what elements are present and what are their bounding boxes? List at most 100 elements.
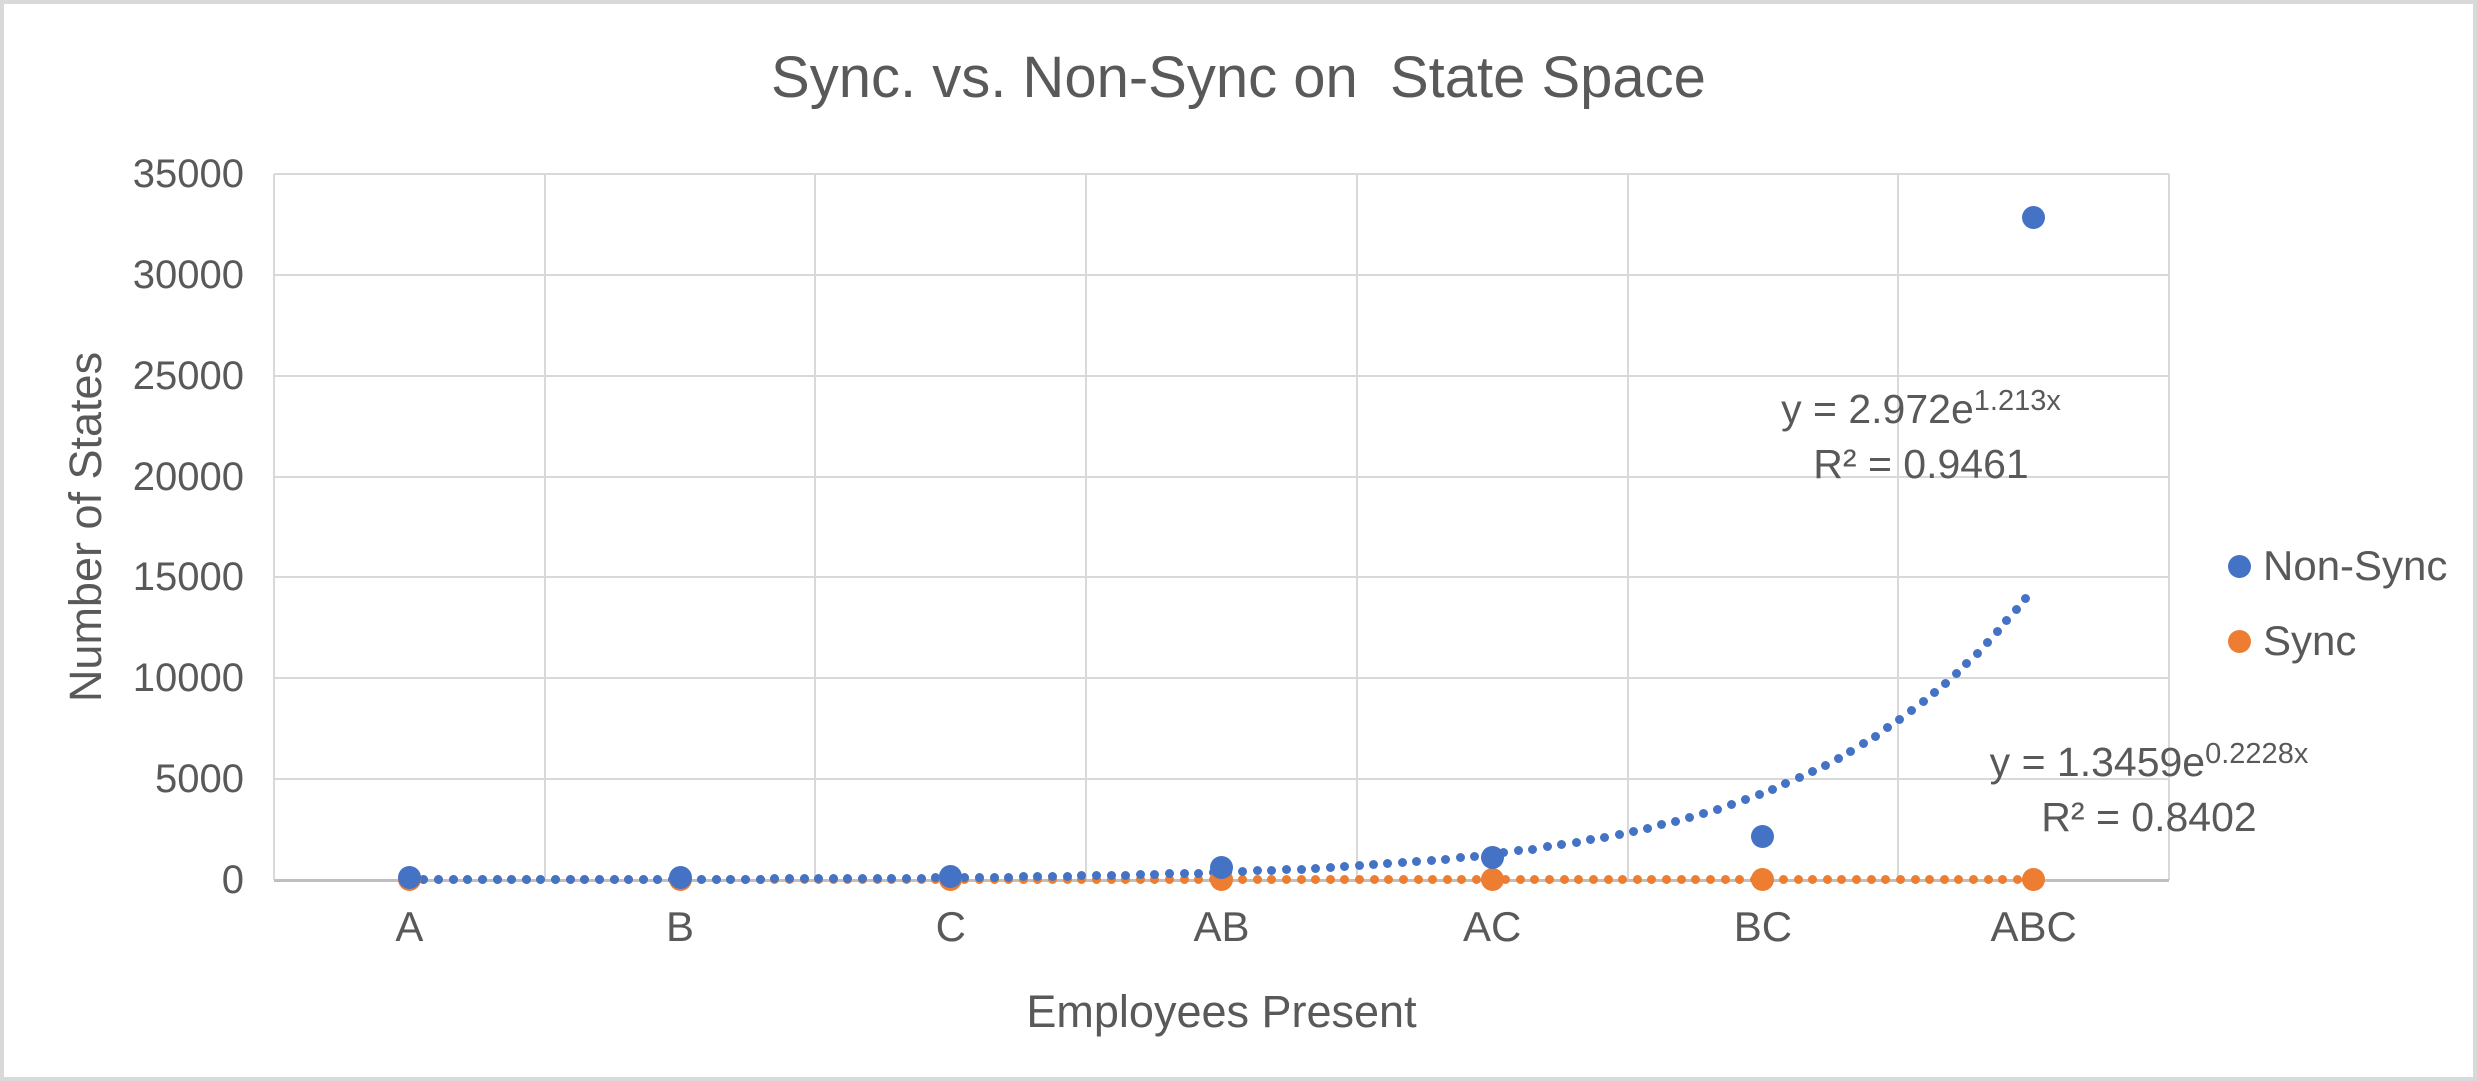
sync-trendline-dot <box>1501 875 1511 885</box>
legend: Non-Sync Sync <box>2228 538 2447 688</box>
gridline-horizontal <box>274 374 2169 377</box>
non-sync-trendline-dot <box>653 874 663 884</box>
non-sync-trendline-dot <box>1982 638 1992 648</box>
sync-trendline-dot <box>1618 875 1628 885</box>
non-sync-trendline-dot <box>419 875 429 885</box>
non-sync-data-point <box>939 865 963 889</box>
non-sync-trendline-dot <box>828 874 838 884</box>
gridline-vertical <box>273 174 275 880</box>
non-sync-trendline-dot <box>551 875 561 885</box>
non-sync-trendline-dot <box>1121 870 1131 880</box>
sync-trendline-dot <box>1121 875 1131 885</box>
non-sync-data-point <box>1480 845 1504 869</box>
y-axis-tick-label: 35000 <box>132 152 244 196</box>
non-sync-trendline-dot <box>989 872 999 882</box>
non-sync-trendline-dot <box>1455 853 1465 863</box>
sync-trendline-dot <box>1238 875 1248 885</box>
sync-trendline-dot <box>1179 875 1189 885</box>
sync-trendline-dot <box>1150 875 1160 885</box>
trendline-equation-sync: y = 1.3459e0.2228x R² = 0.8402 <box>1990 737 2309 842</box>
x-axis-tick-label: AB <box>1193 903 1250 950</box>
r-squared-line: R² = 0.8402 <box>2041 794 2257 840</box>
x-axis-tick-label: AC <box>1463 903 1522 950</box>
legend-marker-icon <box>2228 554 2251 578</box>
sync-trendline-dot <box>1369 875 1379 885</box>
non-sync-trendline-dot <box>1281 865 1291 875</box>
non-sync-trendline-dot <box>2002 616 2012 626</box>
x-axis-tick-label: A <box>395 903 424 950</box>
non-sync-trendline-dot <box>1542 842 1552 852</box>
legend-label: Non-Sync <box>2263 542 2448 589</box>
gridline-vertical <box>2168 174 2170 880</box>
non-sync-trendline-dot <box>799 874 809 884</box>
non-sync-trendline-dot <box>1018 872 1028 882</box>
non-sync-trendline-dot <box>1311 863 1321 873</box>
non-sync-trendline-dot <box>1383 859 1393 869</box>
sync-data-point <box>2022 868 2046 892</box>
non-sync-trendline-dot <box>1557 840 1567 850</box>
non-sync-trendline-dot <box>1048 871 1058 881</box>
sync-data-point <box>1751 868 1775 892</box>
non-sync-trendline-dot <box>1671 816 1681 826</box>
sync-trendline-dot <box>1822 875 1832 885</box>
non-sync-trendline-dot <box>814 874 824 884</box>
non-sync-trendline-dot <box>434 875 444 885</box>
sync-trendline-dot <box>1574 875 1584 885</box>
gridline-horizontal <box>274 576 2169 579</box>
non-sync-trendline-dot <box>858 873 868 883</box>
non-sync-trendline-dot <box>887 873 897 883</box>
non-sync-trendline-dot <box>1895 715 1905 725</box>
non-sync-trendline-dot <box>1600 832 1610 842</box>
non-sync-trendline-dot <box>1685 812 1695 822</box>
non-sync-data-point <box>2022 205 2046 229</box>
gridline-horizontal <box>274 173 2169 175</box>
sync-trendline-dot <box>1895 875 1905 885</box>
sync-trendline-dot <box>1910 875 1920 885</box>
non-sync-trendline-dot <box>492 875 502 885</box>
equation-line: y = 1.3459e0.2228x <box>1989 738 2309 785</box>
sync-trendline-dot <box>1954 875 1964 885</box>
non-sync-trendline-dot <box>1004 872 1014 882</box>
non-sync-trendline-dot <box>507 875 517 885</box>
non-sync-trendline-dot <box>1426 855 1436 865</box>
non-sync-trendline-dot <box>726 874 736 884</box>
non-sync-trendline-dot <box>931 873 941 883</box>
y-axis-tick-label: 0 <box>221 858 244 902</box>
sync-trendline-dot <box>1779 875 1788 885</box>
sync-trendline-dot <box>1925 875 1935 885</box>
non-sync-trendline-dot <box>536 875 546 885</box>
non-sync-trendline-dot <box>1091 871 1101 881</box>
non-sync-trendline-dot <box>1657 820 1667 830</box>
gridline-horizontal <box>274 475 2169 478</box>
non-sync-trendline-dot <box>1941 678 1951 688</box>
non-sync-trendline-dot <box>463 875 473 885</box>
equation-line: y = 2.972e1.213x <box>1781 385 2061 432</box>
non-sync-trendline-dot <box>1833 753 1843 763</box>
legend-label: Sync <box>2263 617 2357 664</box>
sync-trendline-dot <box>1135 875 1145 885</box>
non-sync-trendline-dot <box>770 874 780 884</box>
sync-trendline-dot <box>1939 875 1949 885</box>
non-sync-trendline-dot <box>1397 858 1407 868</box>
sync-trendline-dot <box>1413 875 1423 885</box>
sync-data-point <box>1480 868 1504 892</box>
x-axis-tick-label: B <box>666 903 695 950</box>
sync-trendline-dot <box>1881 875 1891 885</box>
non-sync-trendline-dot <box>1513 846 1523 856</box>
r-squared-line: R² = 0.9461 <box>1813 441 2029 487</box>
legend-item-non-sync: Non-Sync <box>2228 538 2447 594</box>
sync-trendline-dot <box>1194 875 1204 885</box>
non-sync-trendline-dot <box>1238 867 1248 877</box>
gridline-vertical <box>1897 174 1900 880</box>
sync-trendline-dot <box>1647 875 1657 885</box>
gridline-horizontal <box>274 677 2169 680</box>
non-sync-trendline-dot <box>755 874 765 884</box>
non-sync-trendline-dot <box>1858 739 1868 749</box>
non-sync-trendline-dot <box>1252 866 1262 876</box>
non-sync-trendline-dot <box>2021 593 2031 603</box>
non-sync-trendline-dot <box>1340 862 1350 872</box>
gridline-vertical <box>543 174 546 880</box>
non-sync-trendline-dot <box>1907 706 1917 716</box>
sync-trendline-dot <box>1837 875 1847 885</box>
sync-trendline-dot <box>1106 875 1116 885</box>
